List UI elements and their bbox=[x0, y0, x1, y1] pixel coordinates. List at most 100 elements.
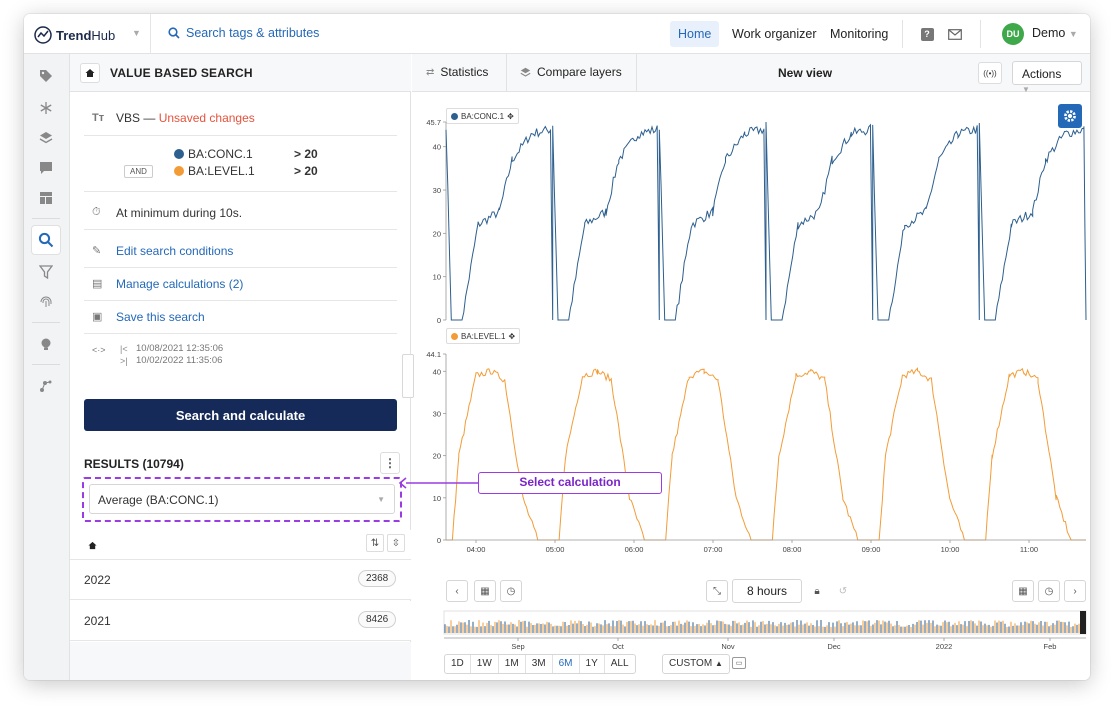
navigator-tick-label: Feb bbox=[1044, 642, 1057, 651]
chevron-down-icon[interactable]: ▼ bbox=[132, 28, 141, 38]
chip-label: BA:CONC.1 bbox=[461, 111, 505, 121]
fingerprint-icon[interactable] bbox=[32, 288, 60, 316]
table-row[interactable]: 2022 2368 bbox=[70, 560, 411, 600]
chart-type-icon[interactable]: ⤡ bbox=[706, 580, 728, 602]
timer-icon: ⏱ bbox=[92, 206, 101, 218]
zoom-1y[interactable]: 1Y bbox=[580, 655, 605, 673]
calculation-select[interactable]: Average (BA:CONC.1) ▼ bbox=[89, 484, 395, 514]
logo-icon bbox=[34, 26, 52, 44]
chart-settings-button[interactable] bbox=[1058, 104, 1082, 128]
calendar-icon[interactable]: ▦ bbox=[474, 580, 496, 602]
comment-icon[interactable] bbox=[32, 154, 60, 182]
home-icon[interactable] bbox=[88, 541, 97, 550]
swap-icon: ⇄ bbox=[426, 66, 435, 78]
series-dot bbox=[451, 112, 458, 120]
divider bbox=[902, 20, 903, 48]
calculator-icon: ▤ bbox=[92, 278, 103, 290]
actions-dropdown[interactable]: Actions ▼ bbox=[1012, 61, 1082, 94]
custom-label: CUSTOM bbox=[669, 658, 713, 669]
clock-icon[interactable]: ◷ bbox=[500, 580, 522, 602]
zoom-selector: 1D 1W 1M 3M 6M 1Y ALL bbox=[444, 654, 636, 674]
panel-footer bbox=[70, 642, 411, 680]
search-label: Search tags & attributes bbox=[186, 26, 320, 40]
layers-icon[interactable] bbox=[32, 124, 60, 152]
edit-conditions-row[interactable]: ✎ Edit search conditions bbox=[84, 238, 397, 268]
divider bbox=[150, 14, 151, 54]
custom-range-button[interactable]: CUSTOM ▲ bbox=[662, 654, 730, 674]
nav-home[interactable]: Home bbox=[670, 21, 720, 47]
zoom-1m[interactable]: 1M bbox=[499, 655, 526, 673]
sidebar bbox=[24, 54, 70, 680]
condition-1-op: > 20 bbox=[294, 147, 318, 161]
row-count-badge: 8426 bbox=[358, 611, 397, 628]
zoom-1d[interactable]: 1D bbox=[445, 655, 471, 673]
zoom-all[interactable]: ALL bbox=[610, 658, 629, 669]
edit-conditions-link[interactable]: Edit search conditions bbox=[116, 244, 234, 258]
bulb-icon[interactable] bbox=[32, 330, 60, 358]
duration-row: ⏱ At minimum during 10s. bbox=[84, 200, 397, 230]
top-bar: TrendHub ▼ Search tags & attributes Home… bbox=[24, 14, 1090, 54]
chart-panel: ⇄ Statistics Compare layers New view ((•)… bbox=[412, 54, 1090, 680]
search-tags-button[interactable]: Search tags & attributes bbox=[168, 26, 319, 40]
app-logo[interactable]: TrendHub bbox=[34, 26, 115, 44]
y-tick-label: 10 bbox=[433, 494, 441, 503]
avatar[interactable]: DU bbox=[1002, 23, 1024, 45]
tab-compare-layers[interactable]: Compare layers bbox=[520, 65, 622, 79]
range-icon: <·> bbox=[92, 345, 106, 355]
x-tick-label: 08:00 bbox=[783, 545, 802, 554]
conditions-block: BA:CONC.1 > 20 AND BA:LEVEL.1 > 20 bbox=[84, 144, 397, 192]
manage-calculations-row[interactable]: ▤ Manage calculations (2) bbox=[84, 271, 397, 301]
lock-icon[interactable]: 🔒︎ bbox=[806, 580, 828, 602]
prev-button[interactable]: ‹ bbox=[446, 580, 468, 602]
search-name-row[interactable]: Tт VBS — Unsaved changes bbox=[84, 106, 397, 136]
search-icon[interactable] bbox=[32, 226, 60, 254]
x-tick-label: 10:00 bbox=[941, 545, 960, 554]
x-tick-label: 06:00 bbox=[625, 545, 644, 554]
more-options-button[interactable]: ⋮ bbox=[380, 452, 400, 474]
mail-icon[interactable] bbox=[945, 24, 965, 44]
trend-chart[interactable]: 45.7 40 30 20 10 0 44.1 40 30 20 10 0 04:00 05:00 06:0… bbox=[412, 54, 1090, 680]
expand-button[interactable]: ⇳ bbox=[387, 534, 405, 552]
tab-statistics[interactable]: ⇄ Statistics bbox=[426, 65, 488, 79]
row-year: 2022 bbox=[84, 573, 111, 587]
manage-calculations-link[interactable]: Manage calculations (2) bbox=[116, 277, 244, 291]
user-menu[interactable]: Demo ▼ bbox=[1032, 26, 1078, 40]
table-row[interactable]: 2021 8426 bbox=[70, 601, 411, 641]
nav-work-organizer[interactable]: Work organizer bbox=[732, 27, 817, 41]
calendar-icon[interactable]: ▦ bbox=[1012, 580, 1034, 602]
filter-icon[interactable] bbox=[32, 258, 60, 286]
search-and-calculate-button[interactable]: Search and calculate bbox=[84, 399, 397, 431]
live-icon[interactable]: ((•)) bbox=[978, 62, 1002, 84]
history-icon[interactable]: ↺ bbox=[832, 580, 854, 602]
next-button[interactable]: › bbox=[1064, 580, 1086, 602]
zoom-1w[interactable]: 1W bbox=[471, 655, 499, 673]
help-icon[interactable]: ? bbox=[917, 24, 937, 44]
snowflake-icon[interactable] bbox=[32, 94, 60, 122]
calendar-icon[interactable]: ▭ bbox=[732, 657, 746, 669]
nav-monitoring[interactable]: Monitoring bbox=[830, 27, 889, 41]
save-search-row[interactable]: ▣ Save this search bbox=[84, 304, 397, 334]
series-chip-conc[interactable]: BA:CONC.1 ✥ bbox=[446, 108, 519, 124]
actions-label: Actions bbox=[1022, 67, 1062, 81]
chevron-down-icon: ▼ bbox=[377, 495, 385, 504]
tag-icon[interactable] bbox=[32, 62, 60, 90]
panel-splitter[interactable] bbox=[402, 354, 414, 398]
sort-button[interactable]: ⇅ bbox=[366, 534, 384, 552]
clock-icon[interactable]: ◷ bbox=[1038, 580, 1060, 602]
zoom-3m[interactable]: 3M bbox=[526, 655, 553, 673]
y-tick-label: 45.7 bbox=[426, 118, 441, 127]
series-dot bbox=[451, 332, 458, 340]
zoom-6m[interactable]: 6M bbox=[553, 655, 580, 673]
callout-arrow bbox=[398, 477, 478, 489]
search-icon bbox=[168, 27, 180, 39]
save-search-link[interactable]: Save this search bbox=[116, 310, 205, 324]
series-chip-level[interactable]: BA:LEVEL.1 ✥ bbox=[446, 328, 521, 344]
time-range-button[interactable]: 8 hours bbox=[732, 579, 802, 603]
move-icon: ✥ bbox=[508, 331, 516, 341]
duration-text: At minimum during 10s. bbox=[116, 206, 243, 220]
view-title[interactable]: New view bbox=[778, 66, 833, 80]
network-icon[interactable] bbox=[32, 372, 60, 400]
series-dot bbox=[174, 166, 184, 176]
dashboard-icon[interactable] bbox=[32, 184, 60, 212]
home-button[interactable] bbox=[80, 63, 100, 83]
